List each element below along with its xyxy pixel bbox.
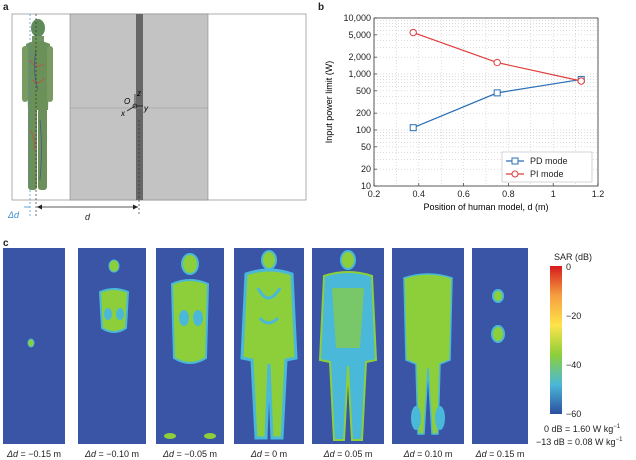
- sar-map-7: [472, 248, 528, 444]
- d-label: d: [85, 212, 91, 222]
- data-point-pi: [493, 58, 501, 67]
- y-tick-label: 20: [361, 164, 371, 174]
- y-axis-label: Input power limit (W): [324, 61, 334, 144]
- y-tick-label: 100: [356, 125, 371, 135]
- colorbar-tick-0: 0: [566, 262, 572, 272]
- axis-y-label: y: [143, 104, 149, 113]
- delta-d-label: Δd: [7, 210, 20, 220]
- caption-4: Δd = 0 m: [250, 449, 288, 459]
- sar-map-5: [312, 248, 384, 444]
- y-tick-label: 1,000: [348, 69, 371, 79]
- y-tick-label: 2,000: [348, 52, 371, 62]
- y-tick-label: 50: [361, 142, 371, 152]
- x-tick-label: 0.4: [413, 189, 426, 199]
- legend-marker-square-icon: [511, 157, 519, 165]
- data-point-pi: [577, 77, 585, 85]
- series-line-2: [412, 31, 582, 82]
- x-tick-label: 0.6: [457, 189, 470, 199]
- colorbar-tick-1: −20: [566, 311, 582, 321]
- x-tick-label: 0.2: [368, 189, 381, 199]
- chart-legend: PD mode PI mode: [501, 151, 593, 183]
- panel-label-a: a: [3, 2, 9, 13]
- sar-colorbar: [550, 266, 562, 414]
- y-tick-label: 200: [356, 108, 371, 118]
- x-tick-label: 1.2: [592, 189, 605, 199]
- sar-map-1: [3, 248, 65, 444]
- coordinate-axes-icon: [126, 94, 143, 112]
- x-axis-label: Position of human model, d (m): [423, 202, 548, 212]
- sar-map-6: [392, 248, 464, 444]
- colorbar-title: SAR (dB): [554, 252, 593, 262]
- panel-label-b: b: [318, 2, 325, 13]
- input-power-chart: 0.2 0.4 0.6 0.8 1 1.2 10 20 50 100 200 500 1,000 2,0…: [324, 13, 605, 212]
- axis-z-label: z: [136, 89, 141, 98]
- caption-6: Δd = 0.10 m: [403, 449, 453, 459]
- plot-frame: [373, 17, 599, 187]
- caption-2: Δd = −0.10 m: [84, 449, 140, 459]
- data-point-pi: [409, 28, 417, 37]
- y-tick-label: 5,000: [348, 30, 371, 40]
- human-model-figure: [22, 19, 53, 190]
- y-tick-label: 10,000: [343, 13, 371, 23]
- colorbar-tick-2: −40: [566, 360, 582, 370]
- legend-label-1: PD mode: [530, 156, 568, 166]
- x-tick-label: 0.8: [502, 189, 515, 199]
- caption-7: Δd = 0.15 m: [475, 449, 525, 459]
- sar-map-4: [234, 248, 304, 444]
- panel-a-geometry: Δd d z O x y: [7, 13, 307, 222]
- chart-series: [409, 28, 585, 132]
- legend-label-2: PI mode: [530, 169, 564, 179]
- legend-box: [501, 151, 593, 183]
- caption-5: Δd = 0.05 m: [323, 449, 373, 459]
- colorbar-tick-3: −60: [566, 409, 582, 419]
- y-tick-labels: 10 20 50 100 200 500 1,000 2,000 5,000 10,000: [343, 13, 377, 191]
- sar-map-3: [156, 248, 224, 444]
- data-point-pd: [493, 89, 501, 97]
- data-point-pd: [409, 124, 417, 132]
- legend-marker-circle-icon: [511, 170, 519, 178]
- y-tick-label: 500: [356, 86, 371, 96]
- caption-3: Δd = −0.05 m: [162, 449, 218, 459]
- sar-map-2: [78, 248, 146, 444]
- y-tick-label: 10: [361, 181, 371, 191]
- colorbar-note-2: −13 dB = 0.08 W kg−1: [536, 437, 623, 447]
- origin-label: O: [124, 97, 130, 106]
- panel-label-c: c: [3, 238, 9, 249]
- wpt-coil-column: [136, 14, 143, 200]
- colorbar-note-1: 0 dB = 1.60 W kg−1: [544, 424, 621, 434]
- x-tick-labels: 0.2 0.4 0.6 0.8 1 1.2: [368, 183, 605, 199]
- caption-1: Δd = −0.15 m: [6, 449, 62, 459]
- x-tick-label: 1: [551, 189, 556, 199]
- axis-x-label: x: [120, 109, 126, 118]
